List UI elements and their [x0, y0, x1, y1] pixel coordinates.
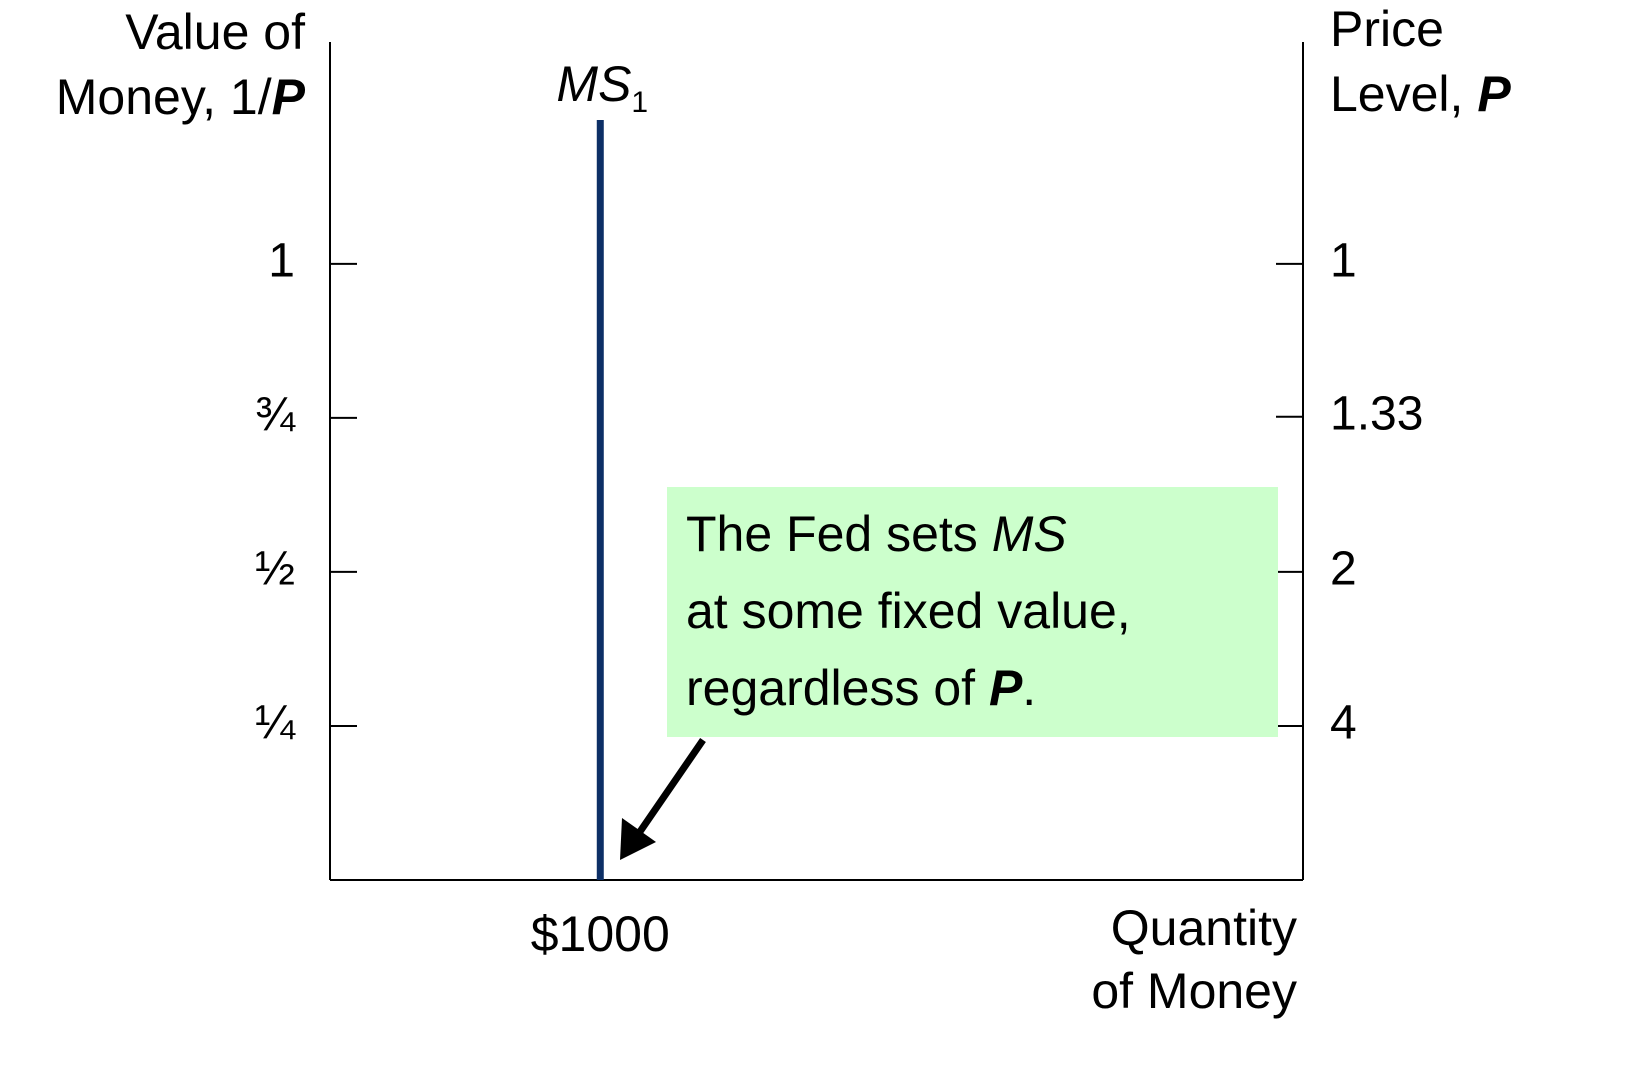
y2-axis-label: Price — [1330, 1, 1444, 57]
text-segment: Value of — [125, 4, 305, 60]
y2-tick-label: 2 — [1330, 543, 1357, 596]
y-tick-label: ¼ — [255, 697, 296, 750]
y-tick-label: ½ — [255, 543, 295, 596]
series-name: MS — [556, 56, 631, 112]
text-segment: Money, 1/ — [56, 69, 272, 125]
y-axis-label: Value of — [125, 4, 305, 60]
series-label: MS1 — [556, 56, 648, 119]
y-axis-label: Money, 1/P — [56, 69, 306, 125]
text-segment: P — [989, 660, 1023, 716]
y2-tick-label: 1 — [1330, 234, 1357, 287]
y2-axis-label: Level, P — [1330, 66, 1511, 122]
text-segment: Level, — [1330, 66, 1477, 122]
text-segment: The Fed sets — [686, 506, 992, 562]
annotation-text: The Fed sets MS — [686, 506, 1067, 562]
x-axis-label: Quantity — [1111, 900, 1297, 956]
text-segment: MS — [992, 506, 1067, 562]
text-segment: of Money — [1091, 963, 1297, 1019]
text-segment: Quantity — [1111, 900, 1297, 956]
text-segment: regardless of — [686, 660, 989, 716]
annotation-text: at some fixed value, — [686, 583, 1131, 639]
annotation-arrow — [634, 738, 706, 838]
text-segment: P — [1477, 66, 1511, 122]
series-subscript: 1 — [631, 86, 648, 119]
x-axis-label: of Money — [1091, 963, 1297, 1019]
arrow-head — [620, 818, 656, 860]
text-segment: at some fixed value, — [686, 583, 1131, 639]
y-tick-label: ¾ — [255, 389, 296, 442]
y-tick-label: 1 — [268, 234, 295, 287]
annotation-text: regardless of P. — [686, 660, 1036, 716]
y2-tick-label: 1.33 — [1330, 387, 1423, 440]
annotation-box — [667, 487, 1278, 737]
text-segment: P — [272, 69, 306, 125]
x-tick-label: $1000 — [531, 906, 670, 962]
y2-tick-label: 4 — [1330, 697, 1357, 750]
text-segment: Price — [1330, 1, 1444, 57]
text-segment: . — [1022, 660, 1036, 716]
